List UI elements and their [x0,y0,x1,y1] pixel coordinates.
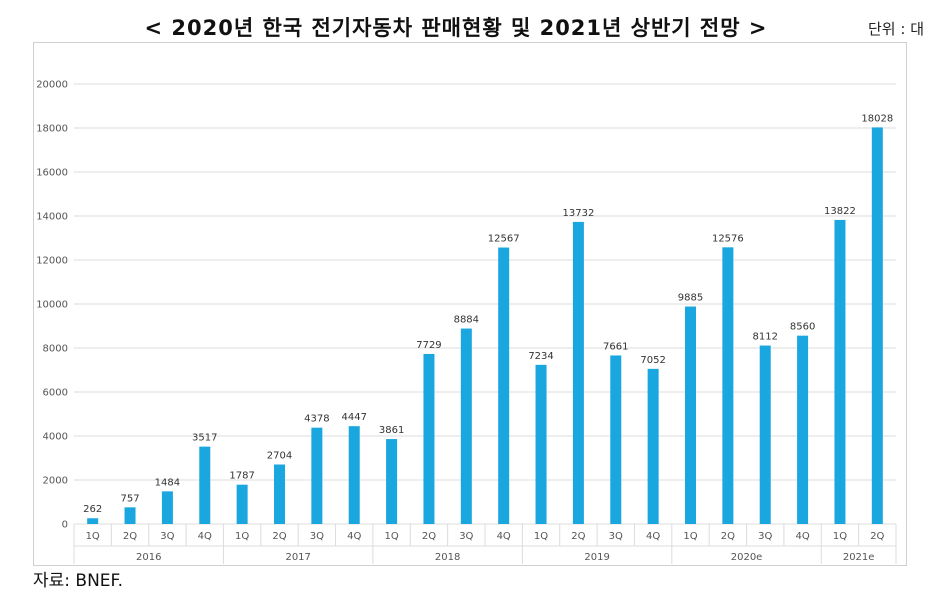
y-tick-label: 16000 [36,168,68,179]
group-label: 2021e [843,552,875,563]
data-label: 1484 [155,477,180,488]
x-tick-label: 3Q [609,531,623,542]
x-tick-label: 3Q [310,531,324,542]
data-label: 13732 [563,208,595,219]
data-label: 18028 [861,113,893,124]
bar [871,127,883,524]
x-tick-label: 1Q [683,531,697,542]
data-label: 7052 [640,355,665,366]
y-tick-label: 14000 [36,212,68,223]
bar [460,328,472,524]
x-tick-label: 2Q [870,531,884,542]
x-tick-label: 1Q [86,531,100,542]
y-tick-label: 4000 [43,432,68,443]
group-label: 2017 [285,552,310,563]
bar [161,491,173,524]
bar [311,427,323,524]
x-tick-label: 2Q [721,531,735,542]
x-tick-label: 4Q [646,531,660,542]
data-label: 12576 [712,233,744,244]
x-tick-label: 4Q [198,531,212,542]
data-label: 2704 [267,451,292,462]
y-tick-label: 18000 [36,124,68,135]
data-label: 757 [120,493,139,504]
bar [834,219,846,524]
data-label: 7234 [528,351,553,362]
chart-frame: 0 2000 4000 6000 8000 10000 12000 14000 16000 180… [33,42,907,566]
y-tick-label: 12000 [36,256,68,267]
x-tick-label: 2Q [571,531,585,542]
bar [348,426,360,524]
data-label: 1787 [229,471,254,482]
data-label: 262 [83,504,102,515]
data-label: 9885 [678,293,703,304]
bar [199,446,211,524]
data-label: 3517 [192,433,217,444]
data-label: 4378 [304,414,329,425]
y-tick-label: 20000 [36,80,68,91]
data-label: 8560 [790,322,815,333]
data-label: 7729 [416,340,441,351]
chart-title: < 2020년 한국 전기자동차 판매현황 및 2021년 상반기 전망 > [144,16,768,40]
bar [647,368,659,524]
group-label: 2018 [435,552,460,563]
bar [610,355,622,524]
x-tick-label: 3Q [758,531,772,542]
group-label: 2020e [731,552,763,563]
x-tick-label: 4Q [347,531,361,542]
bar [759,345,771,524]
bar [124,507,136,524]
group-label: 2016 [136,552,161,563]
x-tick-label: 1Q [384,531,398,542]
bar [423,353,435,524]
x-tick-label: 3Q [160,531,174,542]
bar [797,335,809,524]
y-tick-label: 8000 [43,344,68,355]
source-note: 자료: BNEF. [33,571,123,591]
x-tick-label: 1Q [534,531,548,542]
x-tick-label: 4Q [795,531,809,542]
data-label: 4447 [342,412,367,423]
group-label: 2019 [584,552,609,563]
data-label: 8112 [753,332,778,343]
y-tick-label: 10000 [36,300,68,311]
bar [498,247,510,524]
bar [572,221,584,524]
bar [87,518,99,524]
data-label: 7661 [603,341,628,352]
bar-chart: 0 2000 4000 6000 8000 10000 12000 14000 16000 180… [36,80,897,564]
y-tick-label: 0 [62,520,68,531]
data-label: 3861 [379,425,404,436]
data-label: 13822 [824,206,856,217]
bar [274,464,285,524]
data-label: 12567 [488,234,520,245]
bar [535,364,547,524]
bar [722,247,734,524]
x-tick-label: 3Q [459,531,473,542]
bar [685,306,696,524]
x-tick-label: 4Q [497,531,511,542]
data-label: 8884 [454,315,479,326]
x-tick-label: 1Q [235,531,249,542]
y-tick-label: 6000 [43,388,68,399]
x-tick-label: 2Q [422,531,436,542]
bar [236,484,248,524]
y-tick-label: 2000 [43,476,68,487]
x-tick-label: 2Q [272,531,286,542]
x-tick-label: 2Q [123,531,137,542]
x-tick-label: 1Q [833,531,847,542]
unit-label: 단위 : 대 [868,20,924,38]
bar [386,439,398,524]
